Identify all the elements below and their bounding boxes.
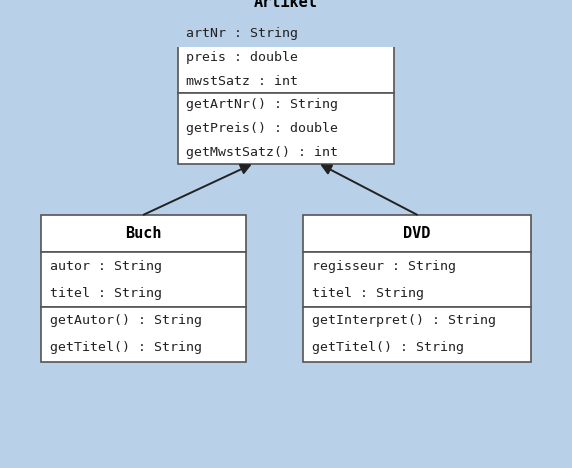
Text: Buch: Buch xyxy=(125,226,162,241)
Text: Artikel: Artikel xyxy=(254,0,318,10)
Text: getTitel() : String: getTitel() : String xyxy=(312,342,464,354)
FancyBboxPatch shape xyxy=(178,22,394,93)
FancyBboxPatch shape xyxy=(178,93,394,164)
Text: preis : double: preis : double xyxy=(186,51,299,64)
Text: getArtNr() : String: getArtNr() : String xyxy=(186,98,339,111)
FancyBboxPatch shape xyxy=(303,307,531,362)
Text: getInterpret() : String: getInterpret() : String xyxy=(312,314,495,327)
FancyBboxPatch shape xyxy=(41,307,246,362)
FancyBboxPatch shape xyxy=(303,215,531,252)
FancyBboxPatch shape xyxy=(303,252,531,307)
FancyBboxPatch shape xyxy=(41,252,246,307)
Text: autor : String: autor : String xyxy=(50,260,162,273)
Text: getTitel() : String: getTitel() : String xyxy=(50,342,202,354)
Text: titel : String: titel : String xyxy=(312,287,424,300)
Text: titel : String: titel : String xyxy=(50,287,162,300)
Text: getAutor() : String: getAutor() : String xyxy=(50,314,202,327)
Text: mwstSatz : int: mwstSatz : int xyxy=(186,74,299,88)
Text: regisseur : String: regisseur : String xyxy=(312,260,456,273)
Text: artNr : String: artNr : String xyxy=(186,27,299,40)
Text: getMwstSatz() : int: getMwstSatz() : int xyxy=(186,146,339,159)
FancyBboxPatch shape xyxy=(178,0,394,22)
Text: getPreis() : double: getPreis() : double xyxy=(186,122,339,135)
Text: DVD: DVD xyxy=(403,226,431,241)
FancyBboxPatch shape xyxy=(41,215,246,252)
